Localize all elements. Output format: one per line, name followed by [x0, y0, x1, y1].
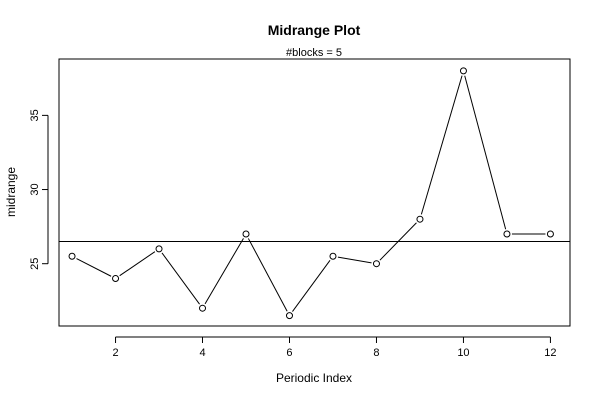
x-tick-label-8: 8	[373, 347, 379, 359]
data-point	[155, 245, 163, 253]
axes: 2 4 6 8 10 12 25 30 35	[29, 109, 557, 359]
series-segment	[379, 222, 417, 261]
x-tick-label-2: 2	[112, 347, 118, 359]
x-tick-label-4: 4	[199, 347, 205, 359]
x-tick-label-12: 12	[544, 347, 556, 359]
data-point	[68, 252, 76, 260]
data-point	[112, 275, 120, 283]
series-segment	[204, 238, 244, 305]
series-segment	[464, 75, 507, 230]
y-tick-label-25: 25	[29, 258, 41, 270]
data-point	[329, 252, 337, 260]
chart-title: Midrange Plot	[268, 22, 361, 38]
series-segment	[76, 258, 112, 277]
series-segment	[247, 238, 288, 312]
y-tick-label-30: 30	[29, 183, 41, 195]
y-tick-label-35: 35	[29, 109, 41, 121]
series-segment	[337, 256, 372, 264]
data-point	[503, 230, 511, 238]
series-segment	[292, 260, 331, 312]
series-segment	[119, 251, 156, 277]
data-point	[285, 312, 293, 320]
series-layer	[68, 67, 554, 320]
data-point	[199, 304, 207, 312]
x-tick-label-6: 6	[286, 347, 292, 359]
series-segment	[161, 252, 200, 305]
data-point	[459, 67, 467, 75]
chart-subtitle: #blocks = 5	[286, 47, 342, 59]
data-point	[372, 260, 380, 268]
data-point	[546, 230, 554, 238]
y-axis-title: midrange	[4, 167, 18, 217]
x-tick-label-10: 10	[457, 347, 469, 359]
data-point	[416, 215, 424, 223]
series-segment	[420, 75, 463, 215]
plot-frame	[58, 58, 571, 327]
x-axis-title: Periodic Index	[276, 371, 352, 385]
data-point	[242, 230, 250, 238]
